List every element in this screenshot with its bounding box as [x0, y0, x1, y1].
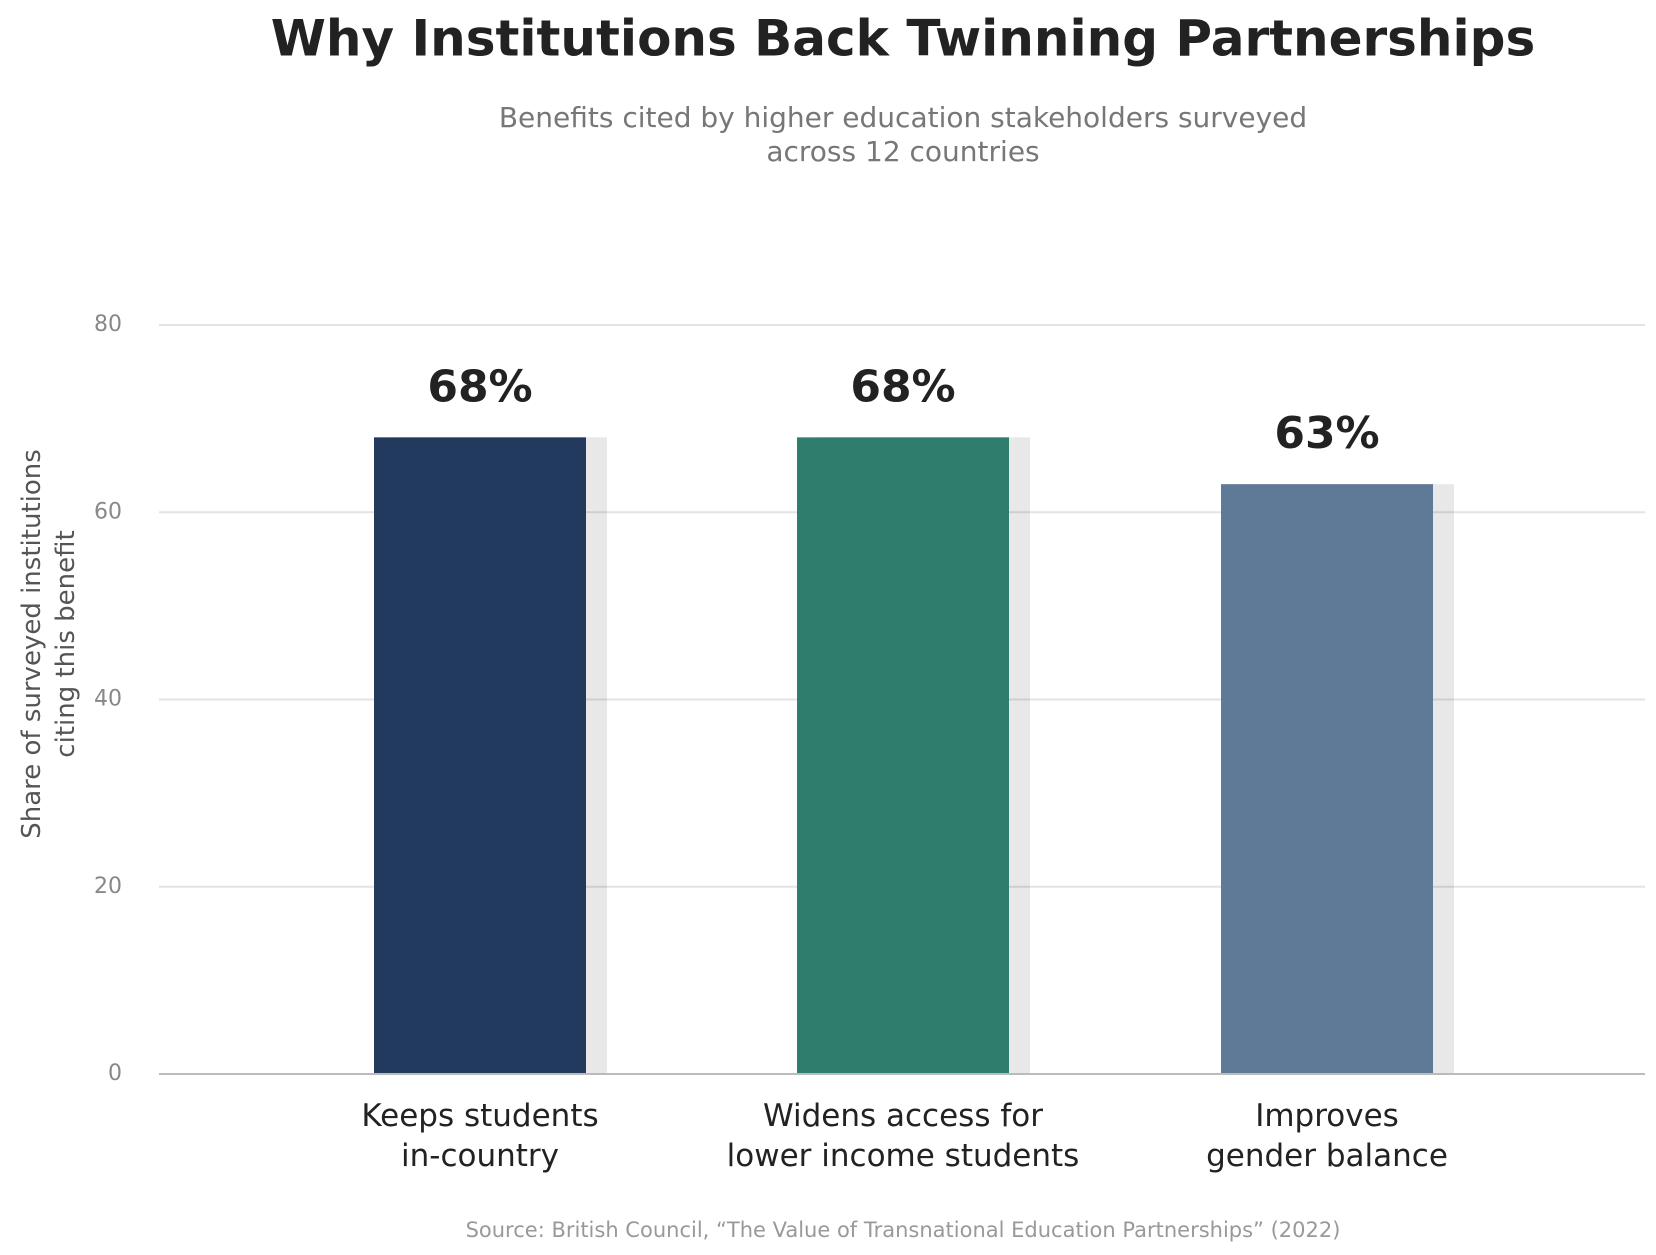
- y-tick-label: 40: [94, 687, 122, 712]
- chart-title: Why Institutions Back Twinning Partnersh…: [271, 10, 1535, 68]
- y-tick-label: 0: [108, 1061, 122, 1086]
- y-tick-label: 80: [94, 312, 122, 337]
- value-label: 68%: [427, 361, 532, 412]
- y-tick-label: 60: [94, 499, 122, 524]
- bar: [374, 437, 586, 1075]
- chart-subtitle: Benefits cited by higher education stake…: [499, 101, 1307, 168]
- y-axis-label: Share of surveyed institutions citing thi…: [17, 449, 81, 839]
- value-label: 63%: [1274, 408, 1379, 459]
- source-note: Source: British Council, “The Value of T…: [466, 1218, 1341, 1242]
- bar: [797, 437, 1009, 1075]
- bar: [1221, 484, 1433, 1075]
- x-tick-label: Improves gender balance: [1206, 1098, 1448, 1174]
- x-tick-label: Widens access for lower income students: [727, 1098, 1080, 1174]
- y-tick-label: 20: [94, 874, 122, 899]
- value-label: 68%: [850, 361, 955, 412]
- x-tick-label: Keeps students in-country: [361, 1098, 598, 1174]
